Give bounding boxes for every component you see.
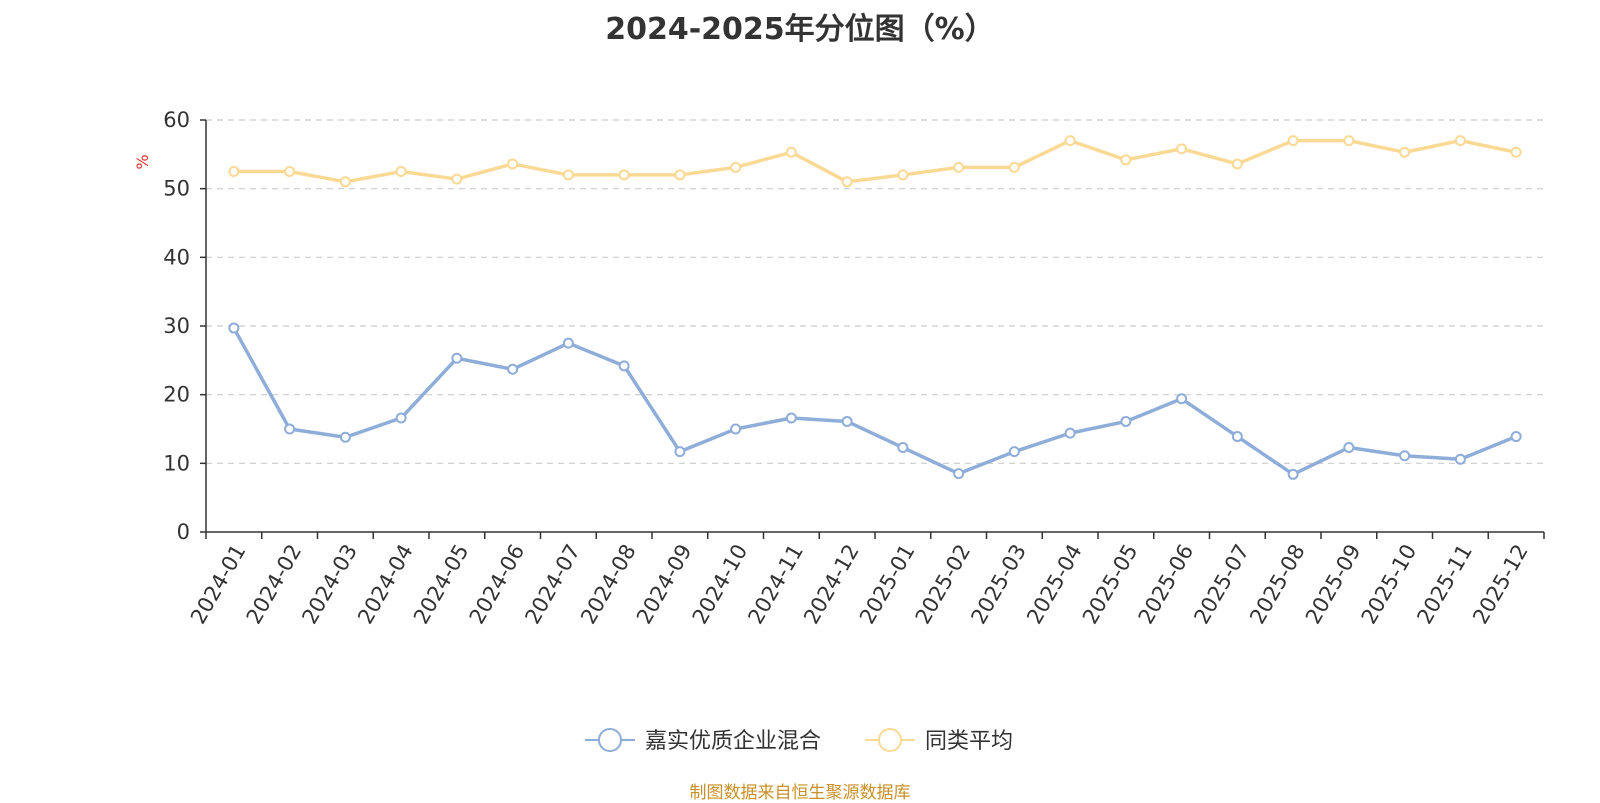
legend-marker bbox=[598, 728, 622, 752]
data-point bbox=[507, 158, 519, 170]
data-point bbox=[1008, 446, 1020, 458]
data-point bbox=[1064, 135, 1076, 147]
data-source-note: 制图数据来自恒生聚源数据库 bbox=[689, 783, 911, 803]
data-point bbox=[1008, 161, 1020, 173]
data-point bbox=[395, 166, 407, 177]
data-point bbox=[953, 161, 965, 173]
x-tick-label: 2024-02 bbox=[242, 540, 307, 628]
chart-title: 2024-2025年分位图（%） bbox=[605, 12, 995, 47]
data-point bbox=[395, 412, 407, 424]
legend-label: 嘉实优质企业混合 bbox=[645, 729, 821, 754]
series-lines bbox=[228, 135, 1522, 480]
data-point bbox=[1231, 431, 1243, 443]
data-point bbox=[1176, 143, 1188, 155]
y-axis-unit: % bbox=[133, 154, 152, 169]
data-point bbox=[1176, 393, 1188, 405]
legend-marker bbox=[878, 728, 902, 752]
x-tick-label: 2025-09 bbox=[1301, 540, 1366, 628]
data-point bbox=[1510, 146, 1522, 158]
data-point bbox=[1343, 135, 1355, 147]
x-tick-label: 2024-12 bbox=[799, 540, 864, 628]
y-tick-label: 60 bbox=[163, 108, 190, 132]
data-point bbox=[228, 322, 240, 334]
data-point bbox=[1510, 431, 1522, 443]
data-point bbox=[451, 173, 463, 185]
data-point bbox=[1120, 415, 1132, 427]
x-tick-label: 2024-06 bbox=[465, 540, 530, 628]
legend-item-1: 同类平均 bbox=[865, 728, 1013, 754]
y-tick-label: 10 bbox=[163, 451, 190, 475]
data-point bbox=[618, 169, 630, 181]
x-tick-label: 2025-02 bbox=[911, 540, 976, 628]
x-tick-label: 2025-08 bbox=[1245, 540, 1310, 628]
x-tick-label: 2025-07 bbox=[1189, 540, 1254, 628]
x-tick-label: 2024-04 bbox=[353, 540, 418, 628]
data-point bbox=[562, 169, 574, 181]
x-tick-label: 2024-05 bbox=[409, 540, 474, 628]
data-point bbox=[785, 146, 797, 158]
x-tick-label: 2024-10 bbox=[688, 540, 753, 628]
data-point bbox=[284, 166, 296, 177]
legend-label: 同类平均 bbox=[925, 729, 1013, 754]
series-line-1 bbox=[233, 138, 1517, 184]
x-tick-label: 2025-12 bbox=[1468, 540, 1533, 628]
data-point bbox=[1287, 135, 1299, 147]
grid-lines bbox=[206, 119, 1544, 464]
data-point bbox=[228, 166, 240, 177]
data-point bbox=[674, 446, 686, 458]
data-point bbox=[284, 423, 296, 435]
x-tick-label: 2024-11 bbox=[743, 540, 808, 628]
x-tick-label: 2024-01 bbox=[186, 540, 251, 628]
data-point bbox=[1287, 468, 1299, 480]
series-line-0 bbox=[232, 327, 1517, 477]
x-tick-label: 2024-08 bbox=[576, 540, 641, 628]
data-point bbox=[897, 442, 909, 454]
data-point bbox=[674, 169, 686, 181]
data-point bbox=[1454, 453, 1466, 465]
legend: 嘉实优质企业混合 同类平均 bbox=[585, 728, 1013, 754]
x-tick-label: 2024-09 bbox=[632, 540, 697, 628]
y-tick-label: 0 bbox=[177, 520, 190, 544]
data-point bbox=[730, 161, 742, 173]
y-tick-label: 50 bbox=[163, 177, 190, 201]
y-tick-label: 20 bbox=[163, 383, 190, 407]
data-point bbox=[1120, 154, 1132, 166]
x-tick-label: 2025-06 bbox=[1134, 540, 1199, 628]
x-tick-label: 2025-05 bbox=[1078, 540, 1143, 628]
data-point bbox=[841, 415, 853, 427]
x-tick-label: 2025-03 bbox=[966, 540, 1031, 628]
data-point bbox=[953, 468, 965, 480]
data-point bbox=[841, 176, 853, 188]
x-tick-label: 2025-01 bbox=[855, 540, 920, 628]
data-point bbox=[1399, 146, 1411, 158]
data-point bbox=[339, 431, 351, 443]
data-point bbox=[1343, 442, 1355, 454]
legend-item-0: 嘉实优质企业混合 bbox=[585, 728, 821, 754]
data-point bbox=[562, 337, 574, 349]
y-tick-label: 40 bbox=[163, 245, 190, 269]
data-point bbox=[451, 352, 463, 364]
data-point bbox=[1454, 135, 1466, 147]
x-tick-label: 2025-04 bbox=[1022, 540, 1087, 628]
x-tick-label: 2024-03 bbox=[297, 540, 362, 628]
data-point bbox=[618, 360, 630, 372]
data-point bbox=[339, 176, 351, 188]
x-tick-label: 2025-11 bbox=[1412, 540, 1477, 628]
data-point bbox=[1064, 427, 1076, 439]
x-tick-label: 2024-07 bbox=[520, 540, 585, 628]
data-point bbox=[1231, 158, 1243, 170]
x-tick-label: 2025-10 bbox=[1357, 540, 1422, 628]
y-tick-label: 30 bbox=[163, 314, 190, 338]
data-point bbox=[507, 363, 519, 375]
data-point bbox=[730, 423, 742, 435]
data-point bbox=[785, 412, 797, 424]
data-point bbox=[1399, 450, 1411, 462]
data-point bbox=[897, 169, 909, 181]
